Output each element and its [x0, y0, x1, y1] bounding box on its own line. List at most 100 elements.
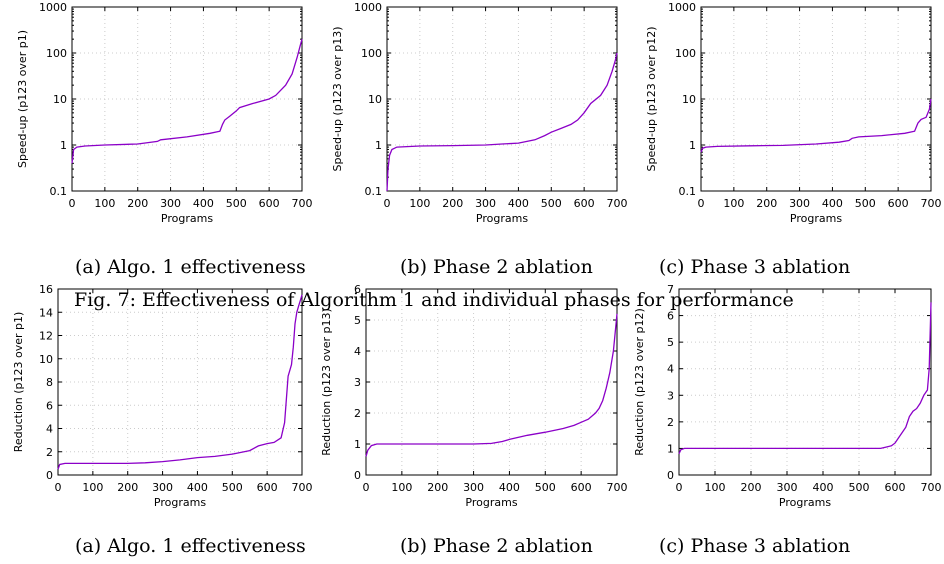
x-tick-label: 300 — [789, 197, 810, 210]
y-tick-label: 4 — [354, 345, 361, 358]
x-tick-label: 0 — [384, 197, 391, 210]
x-tick-label: 700 — [292, 481, 313, 494]
plot-frame — [700, 6, 932, 192]
y-tick-label: 16 — [39, 283, 53, 296]
plot-frame — [57, 288, 303, 476]
series-line — [71, 39, 303, 164]
x-tick-label: 100 — [723, 197, 744, 210]
x-tick-label: 0 — [69, 197, 76, 210]
y-tick-label: 0.1 — [50, 185, 68, 198]
series-line — [365, 313, 618, 457]
x-tick-label: 300 — [160, 197, 181, 210]
chart-1: 0 100 200 300 400 500 600 700 0.1 1 10 100 1000 Progr… — [16, 1, 313, 225]
series-line — [386, 52, 618, 192]
x-tick-label: 500 — [541, 197, 562, 210]
caption-a-bottom: (a) Algo. 1 effectiveness — [75, 535, 306, 557]
x-tick-label: 700 — [921, 481, 942, 494]
x-tick-label: 700 — [607, 197, 628, 210]
x-tick-label: 100 — [391, 481, 412, 494]
y-tick-label: 1000 — [354, 1, 382, 14]
y-tick-label: 3 — [667, 389, 674, 402]
y-axis-label: Speed-up (p123 over p1) — [16, 30, 29, 168]
caption-a-top: (a) Algo. 1 effectiveness — [75, 256, 306, 278]
y-tick-label: 100 — [361, 47, 382, 60]
y-tick-label: 0 — [354, 469, 361, 482]
plot-frame — [365, 288, 618, 476]
y-tick-label: 1000 — [39, 1, 67, 14]
y-tick-label: 2 — [354, 407, 361, 420]
y-tick-label: 0.1 — [365, 185, 383, 198]
x-tick-label: 600 — [571, 481, 592, 494]
caption-c-top: (c) Phase 3 ablation — [659, 256, 851, 278]
chart-3: 0 100 200 300 400 500 600 700 0.1 1 10 100 1000 Progr… — [645, 1, 942, 225]
caption-b-bottom: (b) Phase 2 ablation — [400, 535, 593, 557]
x-tick-label: 500 — [855, 197, 876, 210]
x-tick-label: 100 — [82, 481, 103, 494]
x-tick-label: 200 — [127, 197, 148, 210]
y-tick-label: 0 — [46, 469, 53, 482]
x-tick-label: 0 — [55, 481, 62, 494]
x-axis-label: Programs — [154, 496, 206, 509]
y-tick-label: 6 — [667, 310, 674, 323]
x-tick-label: 500 — [849, 481, 870, 494]
x-tick-label: 500 — [535, 481, 556, 494]
x-tick-label: 0 — [676, 481, 683, 494]
chart-6: 0 100 200 300 400 500 600 700 0 1 2 3 4 5 6 7 Programs Re… — [633, 283, 942, 509]
y-tick-label: 0 — [667, 469, 674, 482]
y-tick-label: 4 — [667, 363, 674, 376]
x-tick-label: 700 — [921, 197, 942, 210]
y-tick-label: 5 — [354, 314, 361, 327]
plot-frame — [71, 6, 303, 192]
x-tick-label: 300 — [463, 481, 484, 494]
x-tick-label: 0 — [363, 481, 370, 494]
y-tick-label: 1 — [354, 438, 361, 451]
y-tick-label: 6 — [354, 283, 361, 296]
figure-caption: Fig. 7: Effectiveness of Algorithm 1 and… — [74, 289, 794, 311]
x-tick-label: 200 — [741, 481, 762, 494]
x-tick-label: 700 — [292, 197, 313, 210]
x-tick-label: 700 — [607, 481, 628, 494]
y-tick-label: 10 — [53, 93, 67, 106]
y-tick-label: 8 — [46, 376, 53, 389]
y-tick-label: 7 — [667, 283, 674, 296]
y-axis-label: Reduction (p123 over p12) — [633, 308, 646, 456]
x-tick-label: 300 — [152, 481, 173, 494]
y-axis-label: Speed-up (p123 over p13) — [331, 27, 344, 172]
x-tick-label: 100 — [705, 481, 726, 494]
x-tick-label: 400 — [193, 197, 214, 210]
x-axis-label: Programs — [476, 212, 528, 225]
y-tick-label: 1 — [60, 139, 67, 152]
y-tick-label: 2 — [46, 446, 53, 459]
y-tick-label: 3 — [354, 376, 361, 389]
chart-5: 0 100 200 300 400 500 600 700 0 1 2 3 4 5 6 Programs Red… — [320, 283, 628, 509]
y-tick-label: 1 — [375, 139, 382, 152]
y-tick-label: 10 — [39, 353, 53, 366]
y-axis-label: Reduction (p123 over p1) — [12, 312, 25, 453]
y-tick-label: 5 — [667, 336, 674, 349]
y-axis-label: Speed-up (p123 over p12) — [645, 27, 658, 172]
plot-frame — [678, 288, 932, 476]
x-tick-label: 400 — [813, 481, 834, 494]
x-tick-label: 400 — [187, 481, 208, 494]
y-tick-label: 100 — [46, 47, 67, 60]
y-tick-label: 10 — [682, 93, 696, 106]
x-tick-label: 200 — [427, 481, 448, 494]
y-tick-label: 100 — [675, 47, 696, 60]
series-line — [700, 98, 932, 153]
x-tick-label: 100 — [94, 197, 115, 210]
x-tick-label: 300 — [475, 197, 496, 210]
x-tick-label: 100 — [409, 197, 430, 210]
y-tick-label: 10 — [368, 93, 382, 106]
x-axis-label: Programs — [779, 496, 831, 509]
x-tick-label: 400 — [822, 197, 843, 210]
caption-c-bottom: (c) Phase 3 ablation — [659, 535, 851, 557]
x-axis-label: Programs — [790, 212, 842, 225]
y-tick-label: 1 — [667, 442, 674, 455]
y-tick-label: 0.1 — [679, 185, 697, 198]
caption-b-top: (b) Phase 2 ablation — [400, 256, 593, 278]
series-line — [57, 294, 303, 470]
x-axis-label: Programs — [465, 496, 517, 509]
plot-frame — [386, 6, 618, 192]
